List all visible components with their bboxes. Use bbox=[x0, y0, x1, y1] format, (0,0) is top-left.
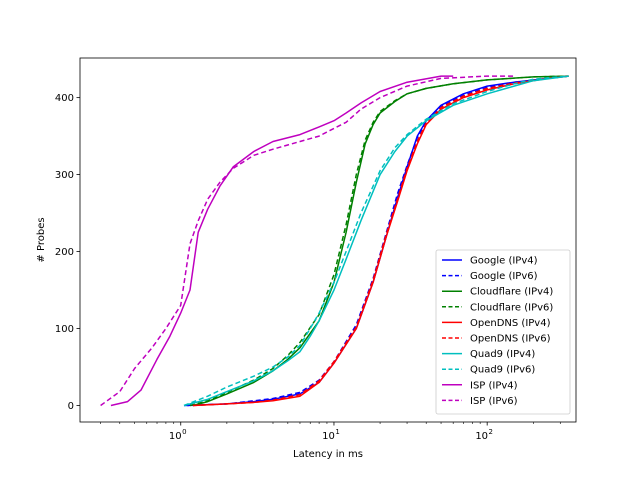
y-tick-label: 300 bbox=[55, 170, 74, 181]
legend: Google (IPv4) Google (IPv6) Cloudflare (IP… bbox=[435, 249, 571, 415]
legend-box bbox=[435, 249, 571, 415]
x-tick-exponent: 0 bbox=[182, 428, 186, 436]
legend-label: Google (IPv4) bbox=[470, 256, 538, 267]
series-line-quad9-ipv6 bbox=[183, 75, 569, 407]
x-tick-exponent: 2 bbox=[489, 428, 493, 436]
x-tick-exponent: 1 bbox=[335, 428, 339, 436]
series-line-opendns-ipv4 bbox=[192, 75, 569, 407]
legend-label: OpenDNS (IPv4) bbox=[470, 318, 551, 329]
series-line-google-ipv6 bbox=[183, 75, 569, 407]
legend-label: Quad9 (IPv4) bbox=[470, 349, 535, 360]
legend-label: OpenDNS (IPv6) bbox=[470, 334, 551, 345]
series-line-quad9-ipv4 bbox=[183, 75, 569, 407]
legend-label: Cloudflare (IPv6) bbox=[470, 302, 553, 313]
series-line-opendns-ipv6 bbox=[192, 75, 569, 407]
series-line-isp-ipv6 bbox=[100, 75, 515, 407]
x-axis-label: Latency in ms bbox=[293, 449, 363, 460]
series-line-cloudflare-ipv6 bbox=[189, 75, 569, 407]
series-layer bbox=[100, 75, 569, 407]
y-axis: 0 100 200 300 400 bbox=[55, 93, 80, 412]
legend-label: Google (IPv6) bbox=[470, 271, 538, 282]
y-tick-label: 100 bbox=[55, 324, 74, 335]
y-axis-label: # Probes bbox=[36, 217, 47, 262]
y-tick-label: 0 bbox=[68, 401, 74, 412]
legend-label: ISP (IPv4) bbox=[470, 380, 518, 391]
series-line-isp-ipv4 bbox=[110, 75, 454, 407]
series-line-cloudflare-ipv4 bbox=[192, 75, 569, 407]
legend-label: Quad9 (IPv6) bbox=[470, 365, 535, 376]
legend-label: ISP (IPv6) bbox=[470, 396, 518, 407]
y-tick-label: 400 bbox=[55, 93, 74, 104]
legend-label: Cloudflare (IPv4) bbox=[470, 287, 553, 298]
y-tick-label: 200 bbox=[55, 247, 74, 258]
plot-frame bbox=[79, 57, 577, 423]
